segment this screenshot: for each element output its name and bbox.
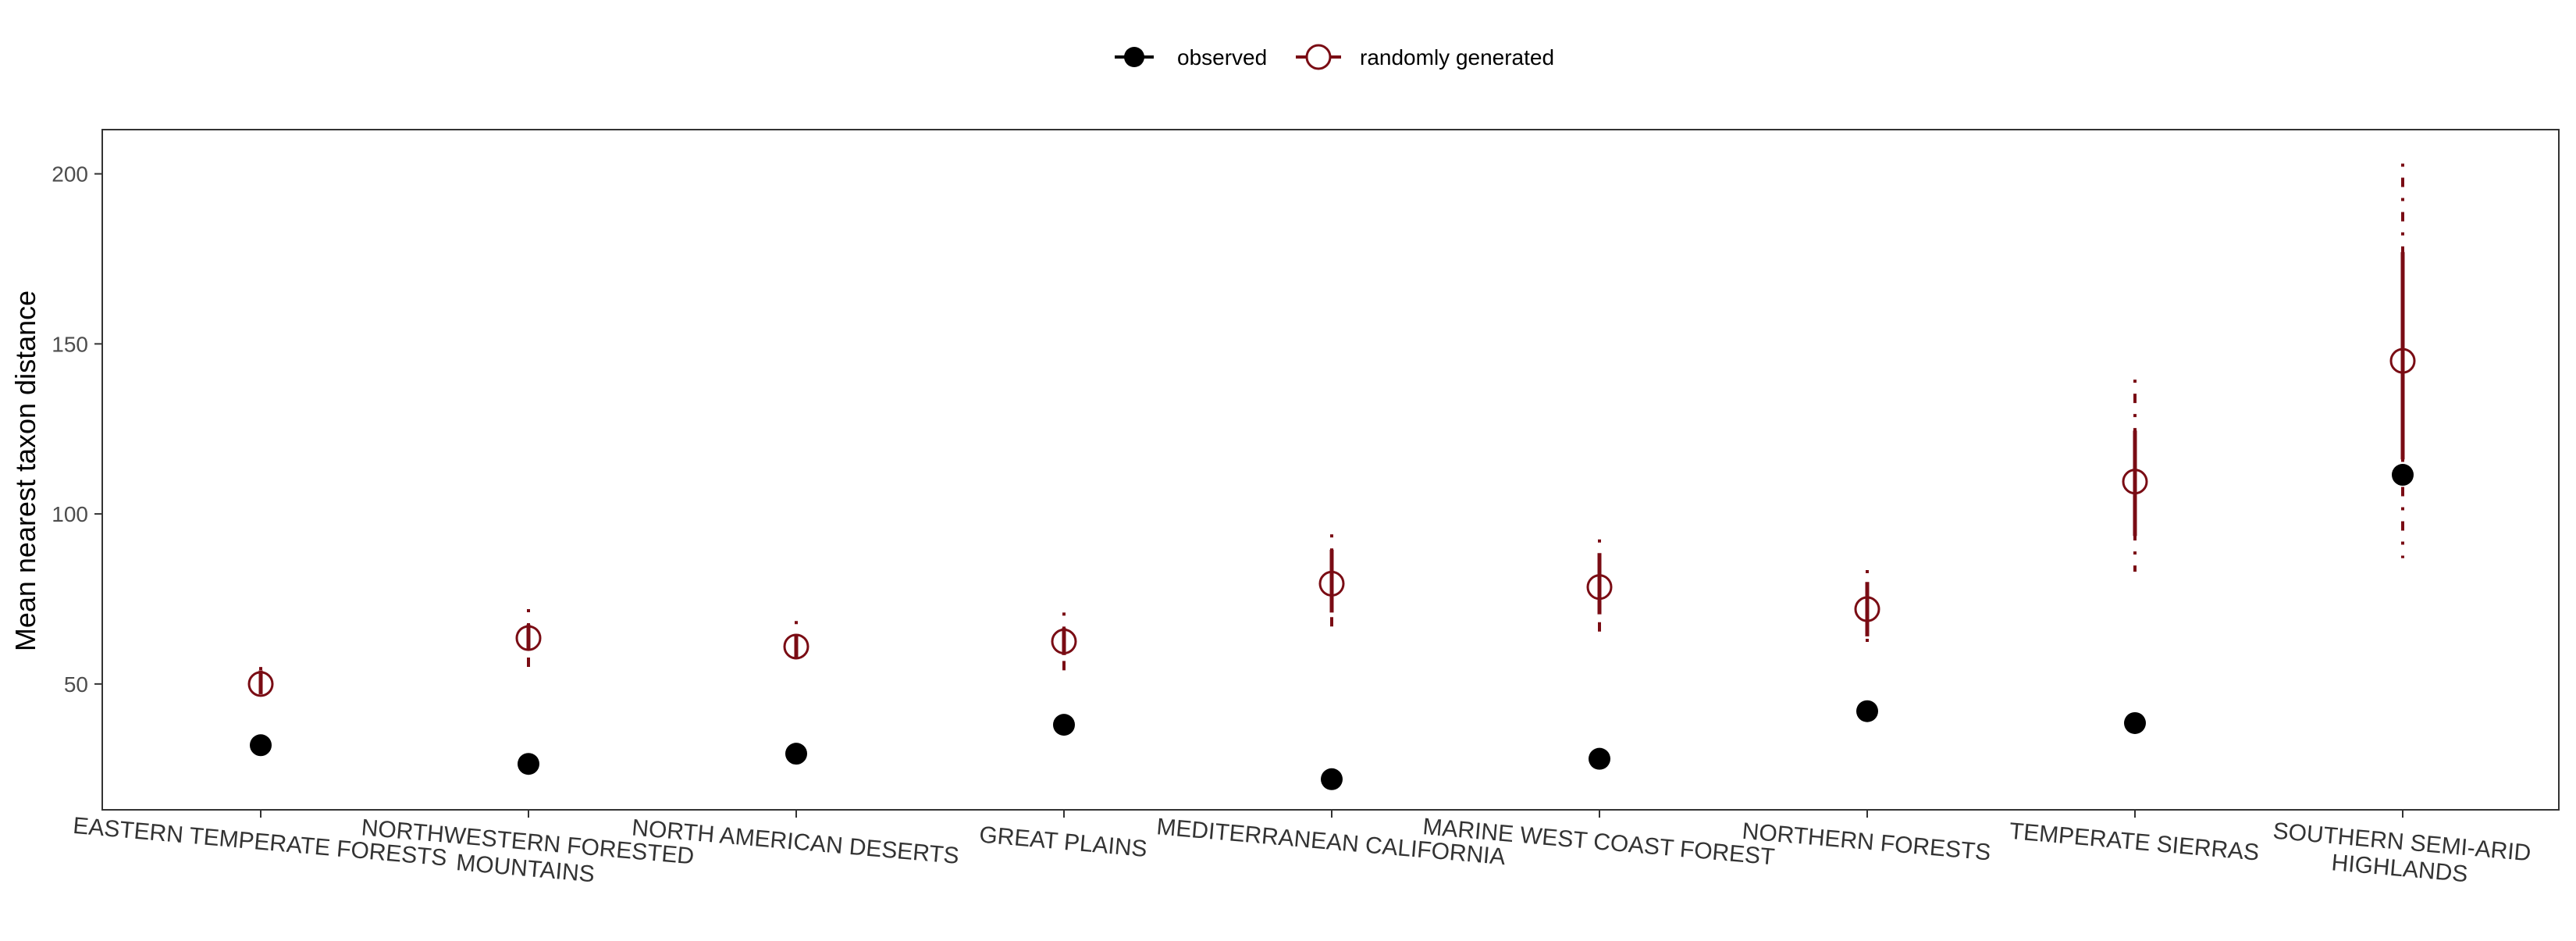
random-point [1051, 628, 1077, 654]
observed-point [2124, 711, 2146, 734]
x-tick-label: GREAT PLAINS [978, 822, 1148, 862]
observed-point [785, 743, 807, 765]
random-point [1318, 570, 1345, 597]
x-tick-label: TEMPERATE SIERRAS [2008, 818, 2261, 866]
legend: observed randomly generated [1115, 44, 1554, 70]
random-point [247, 671, 274, 697]
observed-point [1321, 768, 1343, 790]
random-point [2122, 469, 2148, 495]
random-point [515, 625, 542, 651]
observed-point [1856, 700, 1878, 722]
y-tick-label: 100 [52, 502, 88, 526]
observed-point [1053, 714, 1075, 736]
random-point [1854, 596, 1880, 622]
observed-point [250, 734, 272, 757]
y-tick-label: 200 [52, 162, 88, 187]
legend-observed-label: observed [1177, 45, 1267, 70]
y-axis: 50 100 150 200 [52, 162, 102, 697]
y-tick-label: 150 [52, 332, 88, 356]
random-point [1586, 574, 1613, 601]
random-point [2389, 348, 2416, 374]
legend-random-key [1296, 44, 1341, 70]
observed-point [518, 753, 539, 775]
legend-observed-key [1115, 47, 1154, 67]
x-tick-label: SOUTHERN SEMI-ARIDHIGHLANDS [2269, 818, 2532, 893]
observed-point [1589, 747, 1610, 770]
random-intervals [258, 163, 2405, 698]
legend-random-label: randomly generated [1360, 45, 1554, 70]
plot-panel [101, 129, 2560, 811]
x-tick-label: NORTHERN FORESTS [1741, 818, 1991, 866]
data-points [247, 348, 2416, 790]
y-axis-label: Mean nearest taxon distance [9, 290, 41, 651]
y-tick-label: 50 [64, 672, 88, 697]
observed-point [2392, 464, 2414, 487]
random-point [783, 633, 809, 660]
